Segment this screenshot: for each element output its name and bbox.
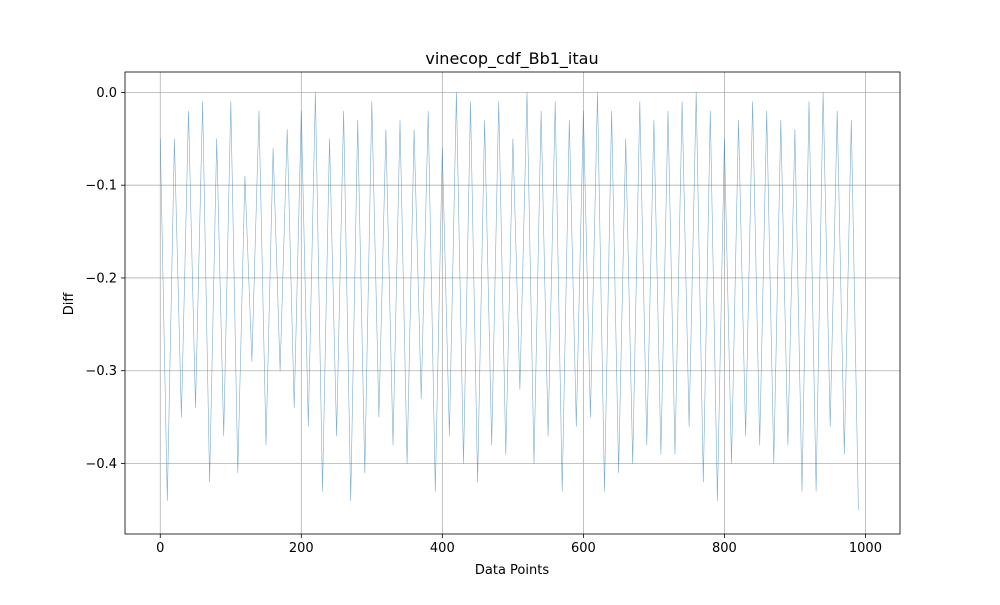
plot-area xyxy=(125,72,900,534)
y-axis-ticks: 0.0 −0.1 −0.2 −0.3 −0.4 xyxy=(85,86,125,472)
chart-title: vinecop_cdf_Bb1_itau xyxy=(425,49,598,69)
y-tick-label: −0.1 xyxy=(85,179,117,194)
x-axis-ticks: 0 200 400 600 800 1000 xyxy=(156,534,882,556)
y-tick-label: −0.3 xyxy=(85,364,117,379)
x-axis-label: Data Points xyxy=(475,563,549,578)
x-tick-label: 400 xyxy=(430,541,455,556)
x-tick-label: 1000 xyxy=(849,541,882,556)
x-tick-label: 0 xyxy=(156,541,164,556)
series-line xyxy=(160,92,859,510)
y-tick-label: −0.4 xyxy=(85,457,117,472)
plot-frame xyxy=(124,71,901,535)
y-tick-label: 0.0 xyxy=(96,86,117,101)
x-tick-label: 600 xyxy=(571,541,596,556)
y-tick-label: −0.2 xyxy=(85,271,117,286)
x-tick-label: 800 xyxy=(712,541,737,556)
y-axis-label: Diff xyxy=(62,292,77,316)
x-tick-label: 200 xyxy=(289,541,314,556)
